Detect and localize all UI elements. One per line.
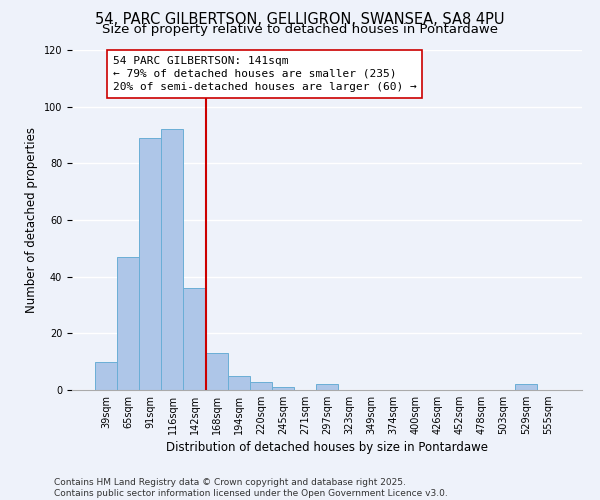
Text: 54 PARC GILBERTSON: 141sqm
← 79% of detached houses are smaller (235)
20% of sem: 54 PARC GILBERTSON: 141sqm ← 79% of deta… (113, 56, 416, 92)
Y-axis label: Number of detached properties: Number of detached properties (25, 127, 38, 313)
Bar (250, 382, 272, 390)
Text: Contains HM Land Registry data © Crown copyright and database right 2025.
Contai: Contains HM Land Registry data © Crown c… (54, 478, 448, 498)
Bar (272, 387, 294, 390)
Bar (161, 130, 184, 390)
Bar (95, 362, 117, 390)
Bar (316, 384, 338, 390)
Bar (227, 376, 250, 390)
Bar (139, 138, 161, 390)
Text: 54, PARC GILBERTSON, GELLIGRON, SWANSEA, SA8 4PU: 54, PARC GILBERTSON, GELLIGRON, SWANSEA,… (95, 12, 505, 28)
Bar (515, 384, 537, 390)
X-axis label: Distribution of detached houses by size in Pontardawe: Distribution of detached houses by size … (166, 442, 488, 454)
Text: Size of property relative to detached houses in Pontardawe: Size of property relative to detached ho… (102, 22, 498, 36)
Bar (117, 257, 139, 390)
Bar (206, 353, 227, 390)
Bar (184, 288, 206, 390)
